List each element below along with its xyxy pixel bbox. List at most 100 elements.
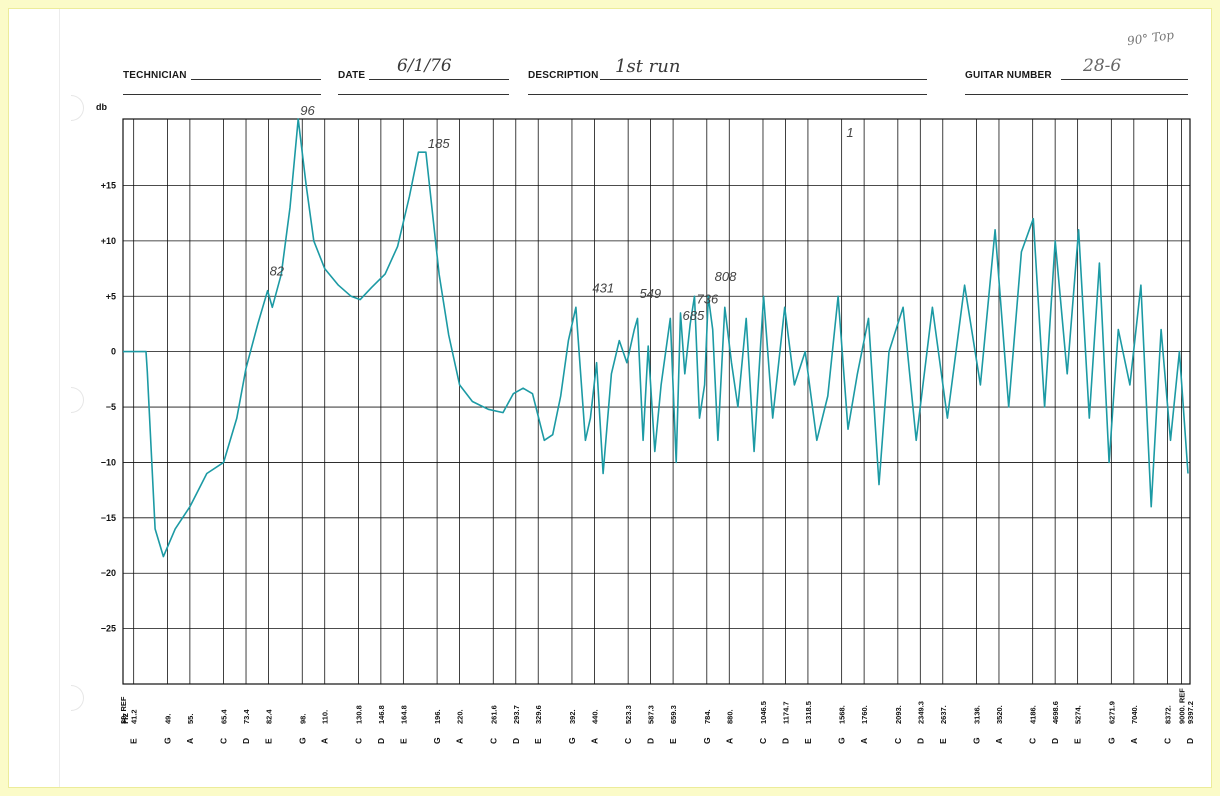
x-note-label: G	[971, 737, 981, 744]
x-note-label: D	[1185, 738, 1195, 744]
x-tick-label: 4698.6	[1051, 701, 1060, 724]
y-tick-label: −20	[101, 568, 116, 578]
x-note-label: A	[185, 738, 195, 744]
x-note-label: C	[623, 738, 633, 744]
x-tick-label: 55.	[186, 714, 195, 724]
x-tick-label: 1568.	[838, 705, 847, 724]
y-tick-label: 0	[111, 347, 116, 357]
x-tick-label: 8372.	[1164, 705, 1173, 724]
y-tick-label: +15	[101, 180, 116, 190]
x-note-label: A	[589, 738, 599, 744]
peak-annotation: 96	[300, 103, 315, 118]
x-note-label: G	[162, 737, 172, 744]
y-axis-label: db	[96, 102, 107, 112]
x-tick-label: 220.	[456, 709, 465, 724]
peak-annotation: 82	[270, 264, 285, 279]
technician-line	[191, 79, 321, 80]
x-note-label: E	[668, 738, 678, 744]
x-axis-label: Hz	[120, 713, 130, 724]
x-tick-label: 5274.	[1074, 705, 1083, 724]
x-tick-label: 73.4	[242, 709, 251, 724]
x-note-label: G	[702, 737, 712, 744]
y-tick-label: −25	[101, 624, 116, 634]
date-value: 6/1/76	[397, 56, 452, 76]
x-tick-label: 49.	[163, 714, 172, 724]
technician-line-2	[123, 94, 321, 95]
x-tick-label: 587.3	[647, 705, 656, 724]
x-note-label: G	[1106, 737, 1116, 744]
x-note-label: G	[432, 737, 442, 744]
x-tick-label: 196.	[433, 709, 442, 724]
x-note-label: E	[803, 738, 813, 744]
peak-annotation: 1	[846, 125, 853, 140]
x-tick-label: 1046.5	[759, 701, 768, 724]
x-tick-label: 65.4	[220, 709, 229, 724]
x-note-label: D	[915, 738, 925, 744]
annotations: 82 96 185 431 549 685 736 808 1	[270, 103, 854, 323]
x-note-label: C	[1163, 738, 1173, 744]
x-note-label: D	[646, 738, 656, 744]
x-note-label: E	[129, 738, 139, 744]
date-line	[369, 79, 509, 80]
description-line	[600, 79, 927, 80]
x-note-label: A	[455, 738, 465, 744]
x-note-label: G	[297, 737, 307, 744]
x-tick-label: 9000. REF	[1178, 688, 1187, 724]
x-tick-label: 6271.9	[1107, 701, 1116, 724]
x-note-label: A	[320, 738, 330, 744]
y-tick-label: −15	[101, 513, 116, 523]
plot-border	[122, 118, 1191, 685]
x-note-label: C	[893, 738, 903, 744]
y-tick-label: −10	[101, 457, 116, 467]
peak-annotation: 185	[428, 136, 450, 151]
x-tick-labels: 39. REF 41.2 E 49. G 55. A 65.4 C 73.4 D 82.4 E 98. G 1…	[119, 688, 1195, 744]
x-note-label: D	[780, 738, 790, 744]
response-trace	[123, 118, 1189, 558]
guitar-number-line	[1061, 79, 1188, 80]
x-note-label: E	[938, 738, 948, 744]
x-tick-label: 130.8	[354, 705, 363, 724]
x-note-label: E	[398, 738, 408, 744]
x-note-label: G	[567, 737, 577, 744]
x-tick-label: 293.7	[512, 705, 521, 724]
x-tick-label: 2093.	[894, 705, 903, 724]
x-note-label: E	[264, 738, 274, 744]
x-tick-label: 3520.	[995, 705, 1004, 724]
x-tick-label: 39. REF	[119, 696, 128, 724]
description-label: DESCRIPTION	[528, 70, 599, 81]
x-tick-label: 1174.7	[781, 701, 790, 724]
x-tick-label: 784.	[703, 709, 712, 724]
x-tick-label: 110.	[321, 710, 330, 724]
peak-annotation: 549	[639, 286, 661, 301]
x-tick-label: 98.	[298, 714, 307, 724]
x-tick-label: 9397.2	[1186, 701, 1195, 724]
x-note-label: A	[859, 738, 869, 744]
x-tick-label: 2349.3	[916, 701, 925, 724]
x-tick-label: 392.	[568, 709, 577, 724]
x-note-label: C	[758, 738, 768, 744]
x-tick-label: 329.6	[534, 705, 543, 724]
margin-rule	[59, 9, 60, 787]
peak-annotation: 431	[592, 280, 614, 295]
y-tick-label: +10	[101, 236, 116, 246]
x-note-label: E	[533, 738, 543, 744]
chart-grid	[122, 118, 1191, 685]
x-tick-label: 82.4	[265, 709, 274, 724]
x-note-label: E	[1073, 738, 1083, 744]
x-note-label: D	[1050, 738, 1060, 744]
x-tick-label: 1318.5	[804, 701, 813, 724]
description-line-2	[528, 94, 927, 95]
x-tick-label: 41.2	[130, 709, 139, 724]
description-value: 1st run	[615, 56, 681, 77]
y-tick-label: −5	[106, 402, 116, 412]
x-note-label: D	[376, 738, 386, 744]
x-tick-label: 164.8	[399, 705, 408, 724]
x-note-label: D	[511, 738, 521, 744]
x-note-label: G	[837, 737, 847, 744]
x-tick-label: 523.3	[624, 705, 633, 724]
x-tick-label: 146.8	[377, 705, 386, 724]
x-tick-label: 4186.	[1029, 705, 1038, 724]
date-label: DATE	[338, 70, 366, 81]
x-tick-label: 659.3	[669, 705, 678, 724]
